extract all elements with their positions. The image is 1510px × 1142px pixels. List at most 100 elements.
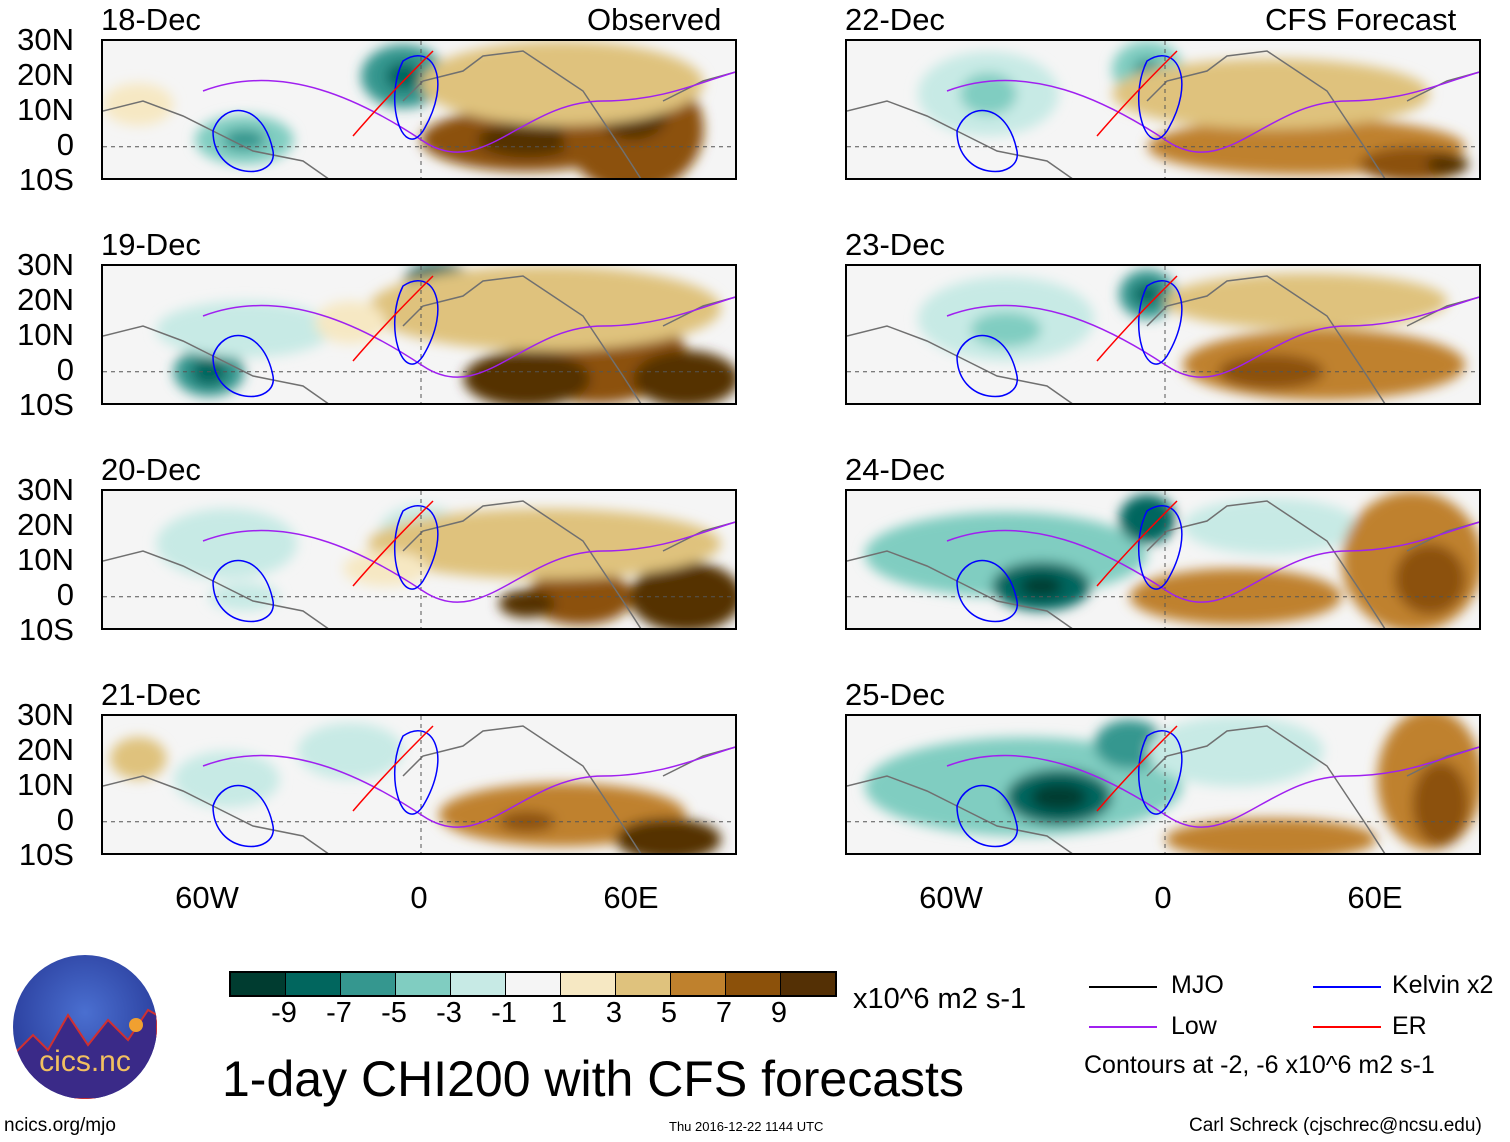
er-contour <box>1096 275 1178 362</box>
colorbar-tick-label: 9 <box>770 997 788 1029</box>
chi-anomaly-area <box>1426 153 1469 175</box>
lat-tick-label: 30N <box>17 247 74 282</box>
legend-mjo-line <box>1089 986 1157 988</box>
map-panel-24-Dec <box>845 489 1481 630</box>
lat-tick-label: 10N <box>17 767 74 802</box>
colorbar-tick-label: 3 <box>605 997 623 1029</box>
lat-tick-label: 10N <box>17 317 74 352</box>
lat-tick-label: 10S <box>18 612 74 647</box>
panel-date: 18-Dec <box>101 2 201 37</box>
colorbar-units: x10^6 m2 s-1 <box>853 983 1027 1015</box>
chi-anomaly-area <box>173 751 280 808</box>
er-contour <box>352 275 434 362</box>
low-contour <box>946 296 1479 378</box>
panel-date: 25-Dec <box>845 677 945 712</box>
kelvin-contour <box>212 730 439 848</box>
colorbar-swatch <box>671 973 726 995</box>
low-contour <box>202 296 735 378</box>
legend-er-line <box>1313 1026 1381 1028</box>
kelvin-contour <box>956 55 1183 173</box>
map-panel-25-Dec <box>845 714 1481 855</box>
er-contour <box>1096 50 1178 137</box>
map-panel-21-Dec <box>101 714 737 855</box>
chi-anomaly-area <box>1165 273 1448 330</box>
chi-anomaly-area <box>223 129 266 151</box>
chi-anomaly-area <box>368 508 722 580</box>
colorbar-swatch <box>451 973 506 995</box>
figure-title: 1-day CHI200 with CFS forecasts <box>222 1051 964 1107</box>
chi-anomaly-area <box>315 301 386 344</box>
er-contour <box>352 50 434 137</box>
footer-url[interactable]: ncics.org/mjo <box>4 1115 116 1136</box>
colorbar-tick-label: 1 <box>550 997 568 1029</box>
lat-tick-label: 0 <box>56 127 74 162</box>
legend-kelvin-line <box>1313 986 1381 988</box>
chi-anomaly-area <box>1119 494 1176 544</box>
panel-date: 19-Dec <box>101 227 201 262</box>
colorbar-swatch <box>341 973 396 995</box>
lat-tick-label: 30N <box>17 472 74 507</box>
map-panel-23-Dec <box>845 264 1481 405</box>
chi-anomaly-area <box>156 508 298 580</box>
panel-date: 23-Dec <box>845 227 945 262</box>
colorbar-swatch <box>506 973 561 995</box>
legend-mjo-label: MJO <box>1171 971 1224 999</box>
footer-timestamp: Thu 2016-12-22 1144 UTC <box>669 1119 824 1134</box>
kelvin-contour <box>956 280 1183 398</box>
chi-anomaly-area <box>477 122 577 158</box>
chi-anomaly-area <box>103 83 174 126</box>
colorbar <box>229 971 837 997</box>
chi-anomaly-area <box>368 266 722 351</box>
legend-low-line <box>1089 1026 1157 1028</box>
lon-tick-label: 60W <box>175 880 239 915</box>
kelvin-contour <box>212 505 439 623</box>
footer-author: Carl Schreck (cjschrec@ncsu.edu) <box>1189 1115 1482 1136</box>
lat-tick-label: 20N <box>17 507 74 542</box>
kelvin-contour <box>956 730 1183 848</box>
colorbar-swatch <box>781 973 835 995</box>
low-contour <box>202 521 735 603</box>
chi-anomaly-area <box>970 311 1042 348</box>
lat-tick-label: 20N <box>17 732 74 767</box>
lat-tick-label: 10N <box>17 542 74 577</box>
contours-note: Contours at -2, -6 x10^6 m2 s-1 <box>1084 1051 1435 1079</box>
chi-anomaly-area <box>156 301 333 358</box>
lat-tick-label: 0 <box>56 352 74 387</box>
colorbar-tick-label: 5 <box>660 997 678 1029</box>
colorbar-swatch <box>396 973 451 995</box>
logo-text: cics.nc <box>39 1045 131 1078</box>
colorbar-tick-label: -1 <box>491 997 517 1029</box>
chi-anomaly-area <box>1147 716 1324 787</box>
map-panel-19-Dec <box>101 264 737 405</box>
chi-anomaly-area <box>615 818 722 853</box>
lat-tick-label: 10S <box>18 837 74 872</box>
chi-anomaly-area <box>629 561 735 628</box>
chi-anomaly-area <box>527 568 633 625</box>
forecast-header: CFS Forecast <box>1265 2 1457 37</box>
low-contour <box>946 71 1479 153</box>
legend-kelvin-label: Kelvin x2 <box>1392 971 1494 999</box>
colorbar-tick-label: -7 <box>326 997 352 1029</box>
lon-tick-label: 0 <box>410 880 428 915</box>
colorbar-swatch <box>616 973 671 995</box>
lat-tick-label: 0 <box>56 802 74 837</box>
lon-tick-label: 60E <box>603 880 659 915</box>
chi-anomaly-area <box>1112 58 1430 130</box>
lat-tick-label: 10S <box>18 162 74 197</box>
chi-anomaly-area <box>463 350 591 403</box>
observed-header: Observed <box>587 2 722 37</box>
colorbar-tick-label: 7 <box>715 997 733 1029</box>
panel-date: 20-Dec <box>101 452 201 487</box>
colorbar-tick-label: -9 <box>271 997 297 1029</box>
er-contour <box>1096 500 1178 587</box>
kelvin-contour <box>956 505 1183 623</box>
colorbar-swatch <box>231 973 286 995</box>
chi-anomaly-area <box>1394 543 1466 615</box>
panel-date: 22-Dec <box>845 2 945 37</box>
lat-tick-label: 0 <box>56 577 74 612</box>
colorbar-swatch <box>561 973 616 995</box>
chi-anomaly-area <box>1129 568 1342 625</box>
chi-anomaly-area <box>385 62 421 91</box>
chi-anomaly-area <box>1030 782 1088 812</box>
